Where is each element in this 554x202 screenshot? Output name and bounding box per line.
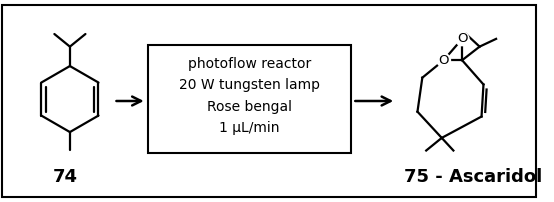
Text: O: O: [457, 32, 468, 45]
Bar: [147, 45, 351, 154]
Text: photoflow reactor: photoflow reactor: [188, 57, 311, 71]
Text: 74: 74: [53, 168, 78, 186]
Text: 1 μL/min: 1 μL/min: [219, 121, 280, 135]
Text: Rose bengal: Rose bengal: [207, 100, 292, 114]
Circle shape: [455, 32, 469, 46]
Text: 20 W tungsten lamp: 20 W tungsten lamp: [179, 78, 320, 93]
Text: O: O: [438, 54, 449, 67]
Text: 75 - Ascaridol: 75 - Ascaridol: [404, 168, 542, 186]
Circle shape: [437, 53, 450, 67]
